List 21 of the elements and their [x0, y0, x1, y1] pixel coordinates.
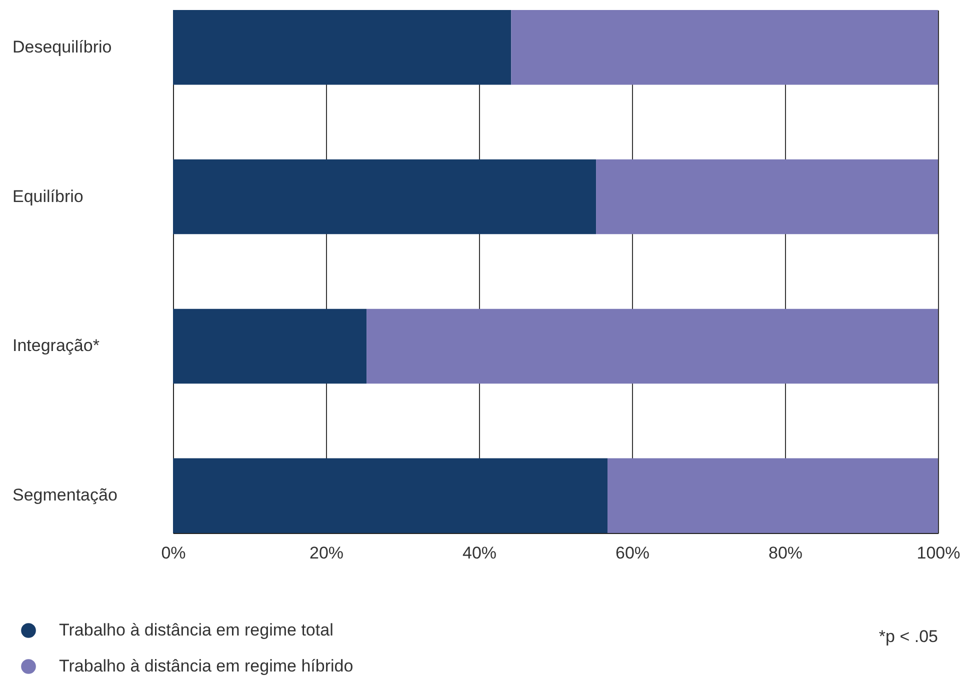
legend-label: Trabalho à distância em regime híbrido	[59, 656, 354, 676]
bar	[366, 308, 938, 384]
text: *p < .05	[878, 627, 938, 646]
x-tick-label: 80%	[768, 544, 803, 562]
x-tick-label: 20%	[309, 544, 344, 562]
y-tick-label: Equilíbrio	[12, 186, 84, 206]
y-tick-label: Integração*	[12, 336, 100, 356]
x-tick-label: 0%	[161, 544, 186, 562]
y-tick-label: Segmentação	[12, 486, 118, 505]
x-tick-label: 60%	[615, 544, 650, 562]
x-tick-label: 40%	[462, 544, 497, 562]
x-tick-label: 100%	[916, 544, 960, 562]
bar	[511, 10, 938, 85]
bar	[173, 159, 596, 234]
bar	[173, 10, 512, 85]
bar	[173, 458, 608, 533]
bar	[608, 458, 938, 533]
bar	[596, 159, 938, 234]
y-tick-label: Desequilíbrio	[12, 37, 112, 56]
legend-label: Trabalho à distância em regime total	[59, 620, 334, 640]
bar	[173, 308, 367, 384]
